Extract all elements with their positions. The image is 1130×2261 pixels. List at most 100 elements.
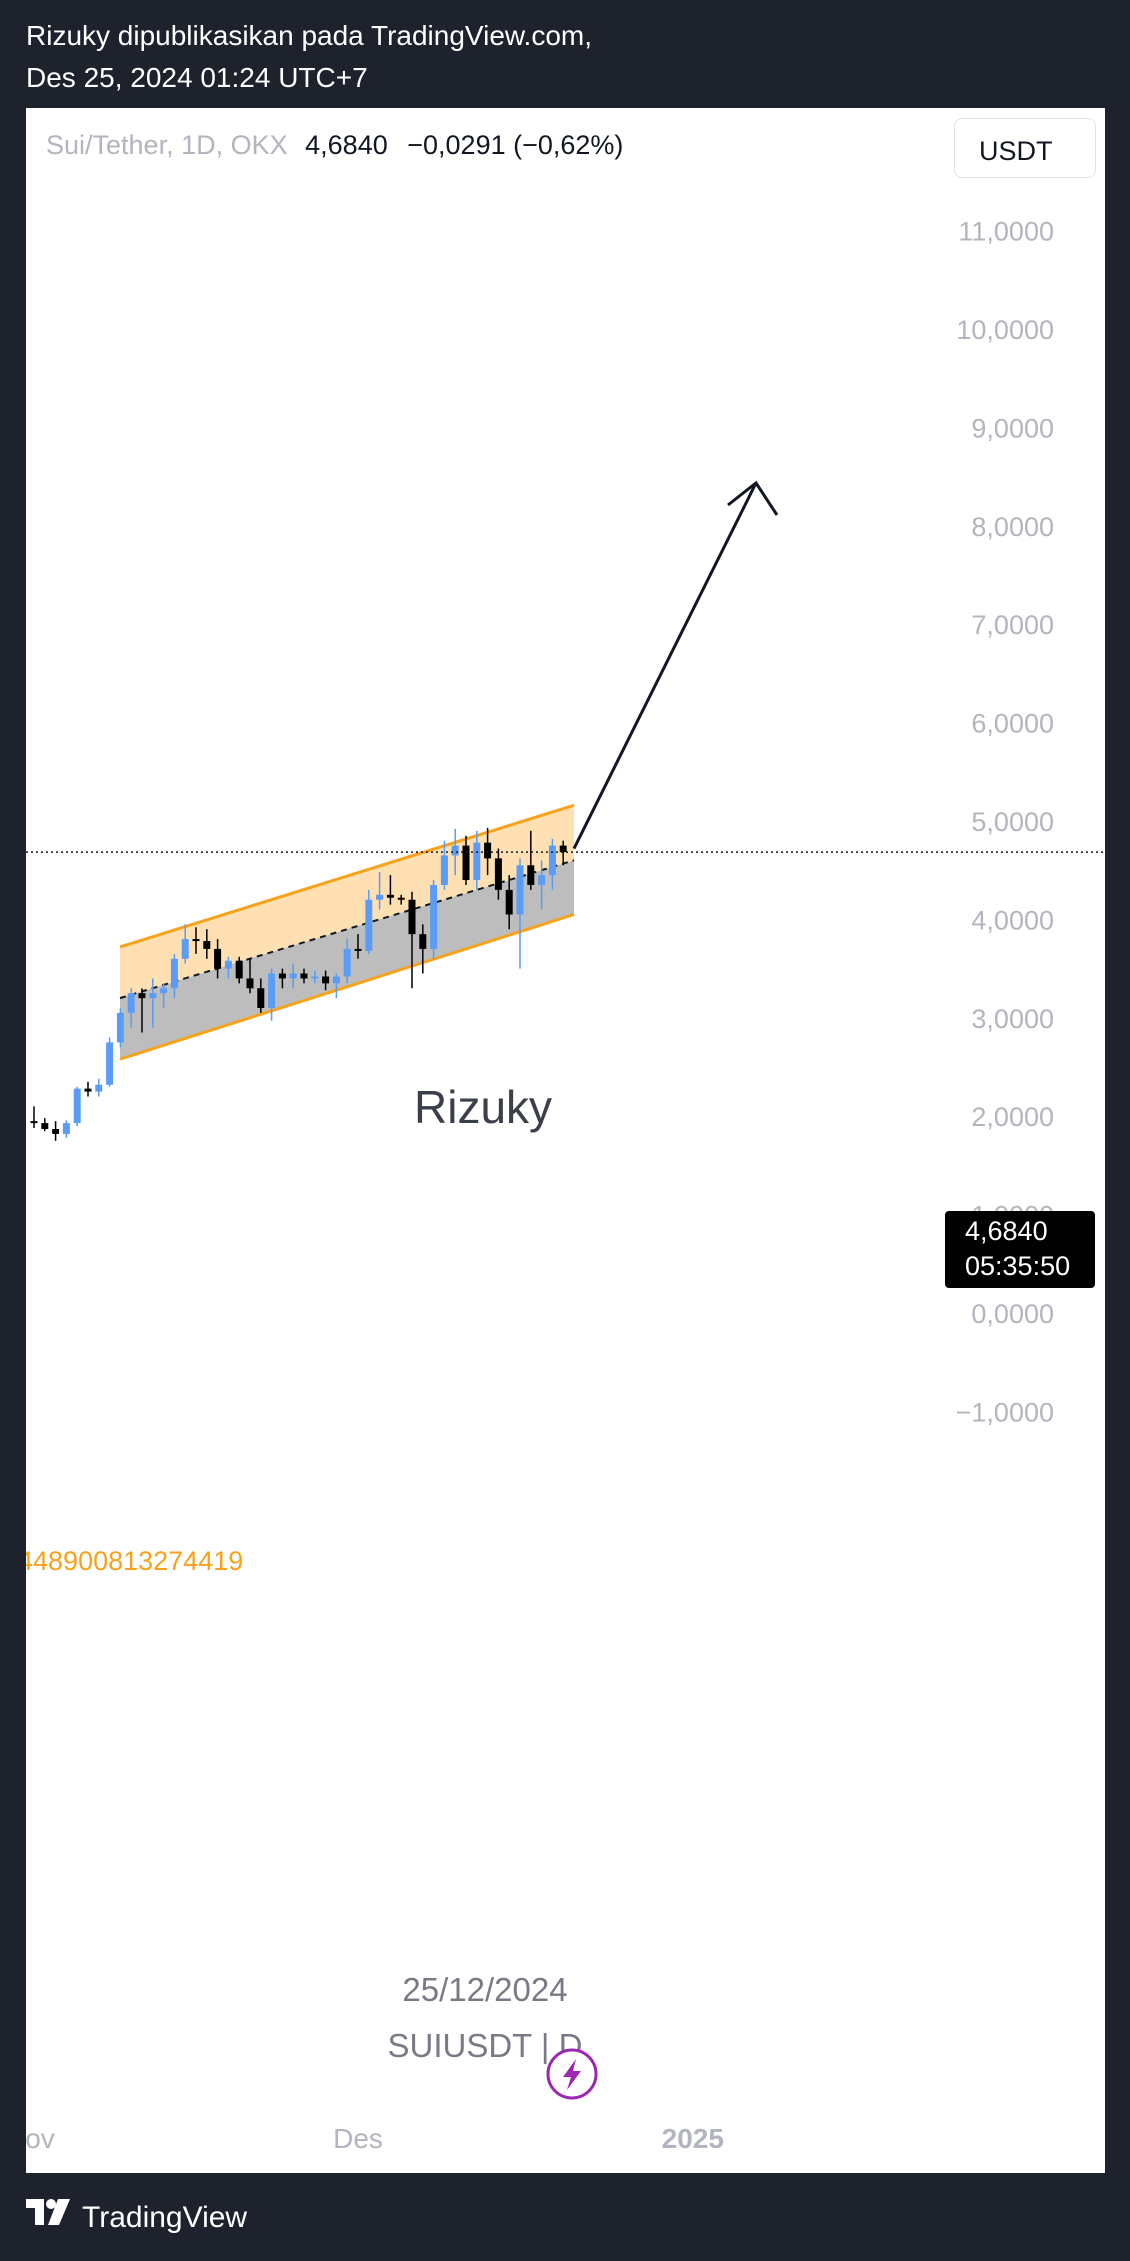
candle bbox=[505, 875, 513, 930]
candle bbox=[559, 840, 567, 866]
candle-body bbox=[268, 973, 276, 1008]
badge-price: 4,6840 bbox=[965, 1216, 1048, 1246]
candle-body bbox=[365, 899, 373, 951]
publication-header: Rizuky dipublikasikan pada TradingView.c… bbox=[0, 0, 1130, 108]
candle-body bbox=[246, 978, 254, 989]
chart-canvas[interactable]: Rizuky 448900813274419 25/12/2024 SUIUSD… bbox=[26, 108, 1105, 2173]
candle bbox=[127, 988, 135, 1028]
channel-lower-line[interactable] bbox=[119, 913, 575, 1061]
drawing-author-label[interactable]: Rizuky bbox=[414, 1081, 552, 1133]
candle-body bbox=[322, 976, 330, 984]
candle-body bbox=[214, 948, 222, 969]
candle-body bbox=[160, 988, 168, 994]
candle bbox=[246, 958, 254, 994]
arrow-shaft bbox=[572, 482, 758, 850]
price-axis-label: −1,0000 bbox=[956, 1397, 1054, 1427]
candle-body bbox=[73, 1088, 81, 1124]
candle bbox=[138, 988, 146, 1033]
price-axis-label: 3,0000 bbox=[971, 1004, 1054, 1034]
tradingview-logo-icon[interactable] bbox=[26, 2199, 74, 2227]
candle bbox=[214, 939, 222, 979]
candle-body bbox=[505, 889, 513, 915]
candle-body bbox=[484, 842, 492, 859]
candle bbox=[235, 956, 243, 984]
time-axis-label: Des bbox=[333, 2123, 383, 2154]
candle bbox=[62, 1120, 70, 1138]
candle-body bbox=[170, 958, 178, 989]
currency-button[interactable]: USDT bbox=[954, 118, 1096, 178]
candle-body bbox=[224, 960, 232, 969]
candle-body bbox=[343, 948, 351, 977]
price-axis[interactable]: 12,000011,000010,00009,00008,00007,00006… bbox=[956, 118, 1054, 1427]
candle bbox=[386, 875, 394, 905]
candle bbox=[408, 891, 416, 989]
candle-body bbox=[41, 1123, 49, 1129]
candle bbox=[494, 848, 502, 900]
candle bbox=[30, 1106, 38, 1129]
candle bbox=[181, 924, 189, 964]
candle bbox=[527, 830, 535, 890]
candle-body bbox=[451, 845, 459, 856]
candle bbox=[548, 838, 556, 890]
candle bbox=[149, 978, 157, 1028]
publish-date-text: Des 25, 2024 01:24 UTC+7 bbox=[26, 62, 368, 93]
channel-midline bbox=[119, 859, 575, 1000]
last-price-badge: 4,6840 05:35:50 bbox=[945, 1211, 1095, 1288]
brand-name: TradingView bbox=[82, 2201, 248, 2234]
candle bbox=[300, 968, 308, 984]
symbol-legend: Sui/Tether, 1D, OKX 4,6840 −0,0291 (−0,6… bbox=[46, 130, 623, 161]
candle-body bbox=[548, 845, 556, 876]
candle bbox=[160, 983, 168, 1008]
candle-body bbox=[527, 865, 535, 885]
candle-body bbox=[203, 941, 211, 949]
candle bbox=[289, 963, 297, 989]
candle bbox=[322, 970, 330, 991]
price-axis-label: 4,0000 bbox=[971, 905, 1054, 935]
lightning-bolt-icon[interactable] bbox=[546, 2048, 598, 2100]
candle bbox=[332, 973, 340, 999]
candle bbox=[451, 828, 459, 876]
candle bbox=[203, 929, 211, 959]
candle-body bbox=[138, 993, 146, 999]
candle bbox=[95, 1078, 103, 1097]
candle-body bbox=[494, 858, 502, 890]
candle bbox=[52, 1121, 60, 1141]
candle-body bbox=[430, 884, 438, 949]
candle-body bbox=[149, 993, 157, 999]
projection-arrow[interactable] bbox=[572, 480, 779, 850]
watermark-symbol: SUIUSDT | D bbox=[388, 2027, 583, 2064]
candle-body bbox=[386, 894, 394, 898]
candle bbox=[440, 840, 448, 890]
candles-group bbox=[30, 827, 567, 1141]
candle-body bbox=[278, 973, 286, 979]
time-axis-label: ov bbox=[26, 2123, 55, 2154]
price-axis-label: 5,0000 bbox=[971, 807, 1054, 837]
candle bbox=[278, 968, 286, 989]
price-axis-label: 9,0000 bbox=[971, 413, 1054, 443]
chart-panel[interactable]: Rizuky 448900813274419 25/12/2024 SUIUSD… bbox=[26, 108, 1105, 2173]
candle-body bbox=[289, 973, 297, 979]
candle bbox=[419, 924, 427, 974]
watermark-date: 25/12/2024 bbox=[402, 1971, 567, 2008]
candle bbox=[365, 889, 373, 954]
published-by-text: Rizuky dipublikasikan pada TradingView.c… bbox=[26, 20, 593, 51]
price-axis-label: 8,0000 bbox=[971, 512, 1054, 542]
candle bbox=[257, 978, 265, 1013]
candle-body bbox=[257, 988, 265, 1008]
candle bbox=[192, 927, 200, 954]
channel-upper-line[interactable] bbox=[119, 803, 575, 949]
candle bbox=[354, 934, 362, 959]
time-axis[interactable]: ov Des 2025 bbox=[26, 2123, 724, 2154]
legend-price: 4,6840 bbox=[305, 130, 388, 160]
footer-bar: TradingView bbox=[0, 2173, 1130, 2261]
candle-body bbox=[106, 1042, 114, 1085]
price-axis-label: 0,0000 bbox=[971, 1299, 1054, 1329]
candle bbox=[462, 835, 470, 885]
candle-body bbox=[127, 993, 135, 1013]
candle-body bbox=[332, 976, 340, 984]
candle-body bbox=[440, 855, 448, 885]
candle-body bbox=[311, 976, 319, 979]
candle-body bbox=[473, 842, 481, 881]
candle bbox=[84, 1081, 92, 1097]
candle bbox=[376, 872, 384, 910]
